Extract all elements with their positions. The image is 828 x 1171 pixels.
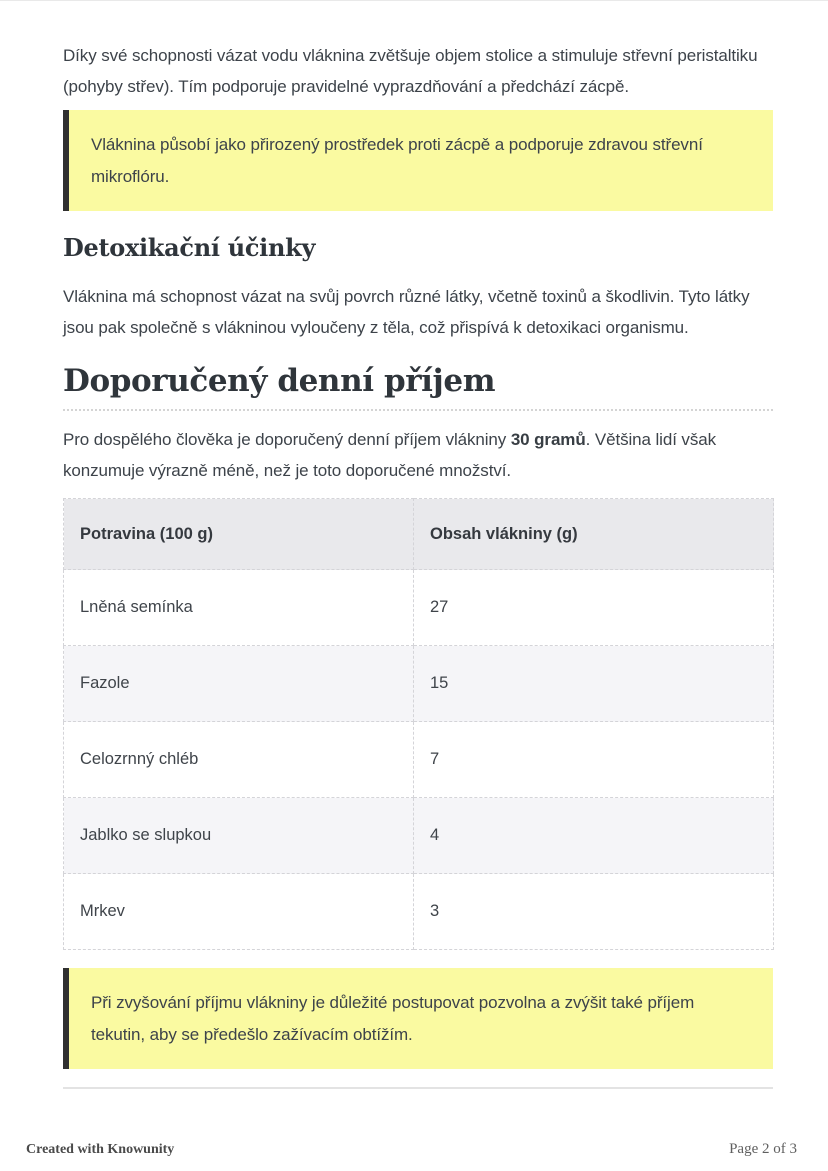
- page-number-label: Page 2 of 3: [729, 1141, 797, 1157]
- detox-paragraph: Vláknina má schopnost vázat na svůj povr…: [63, 287, 750, 337]
- intake-amount-bold: 30 gramů: [510, 430, 586, 449]
- food-cell: Lněná semínka: [63, 569, 414, 646]
- callout-fluid-intake-text: Při zvyšování příjmu vlákniny je důležit…: [91, 993, 695, 1044]
- table-row: Fazole 15: [63, 645, 774, 722]
- table-row: Celozrnný chléb 7: [63, 721, 774, 798]
- daily-intake-paragraph: Pro dospělého člověka je doporučený denn…: [63, 424, 773, 486]
- detox-section-heading: Detoxikační účinky: [63, 233, 316, 262]
- intake-text-before: Pro dospělého člověka je doporučený denn…: [63, 430, 511, 449]
- column-header-food: Potravina (100 g): [63, 498, 414, 570]
- page-footer: Created with Knowunity Page 2 of 3: [0, 1141, 828, 1171]
- document-content: Díky své schopnosti vázat vodu vláknina …: [63, 1, 774, 1089]
- bottom-divider: [63, 1087, 773, 1089]
- fiber-cell: 4: [413, 797, 774, 874]
- table-row: Jablko se slupkou 4: [63, 797, 774, 874]
- food-cell: Fazole: [63, 645, 414, 722]
- fiber-cell: 15: [413, 645, 774, 722]
- table-row: Lněná semínka 27: [63, 569, 774, 646]
- callout-constipation: Vláknina působí jako přirozený prostřede…: [63, 110, 773, 211]
- table-row: Mrkev 3: [63, 873, 774, 950]
- table-header-row: Potravina (100 g) Obsah vlákniny (g): [63, 498, 774, 570]
- fiber-cell: 27: [413, 569, 774, 646]
- food-cell: Celozrnný chléb: [63, 721, 414, 798]
- fiber-cell: 3: [413, 873, 774, 950]
- food-cell: Jablko se slupkou: [63, 797, 414, 874]
- fiber-content-table: Potravina (100 g) Obsah vlákniny (g) Lně…: [63, 498, 774, 950]
- food-cell: Mrkev: [63, 873, 414, 950]
- column-header-fiber: Obsah vlákniny (g): [413, 498, 774, 570]
- created-with-label: Created with Knowunity: [26, 1142, 175, 1157]
- intake-text-after: . Většina lidí však konzumuje výrazně mé…: [63, 430, 716, 480]
- daily-intake-heading: Doporučený denní příjem: [63, 361, 773, 411]
- callout-constipation-text: Vláknina působí jako přirozený prostřede…: [91, 135, 703, 186]
- fiber-cell: 7: [413, 721, 774, 798]
- callout-fluid-intake: Při zvyšování příjmu vlákniny je důležit…: [63, 968, 773, 1069]
- intro-paragraph: Díky své schopnosti vázat vodu vláknina …: [63, 46, 758, 96]
